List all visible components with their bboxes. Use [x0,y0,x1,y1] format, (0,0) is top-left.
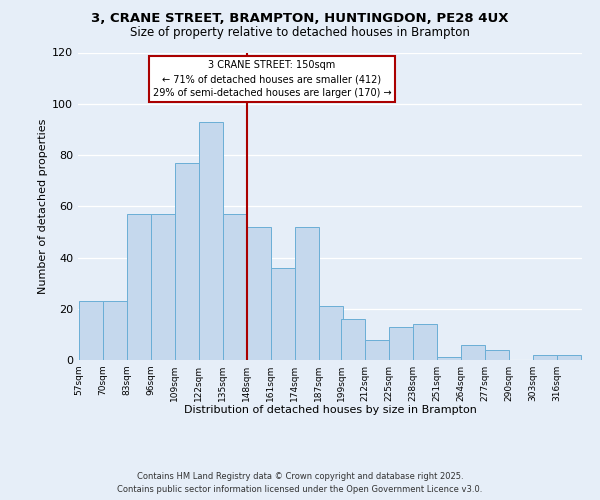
Y-axis label: Number of detached properties: Number of detached properties [38,118,48,294]
Bar [389,326,413,360]
Text: Size of property relative to detached houses in Brampton: Size of property relative to detached ho… [130,26,470,39]
Text: 3, CRANE STREET, BRAMPTON, HUNTINGDON, PE28 4UX: 3, CRANE STREET, BRAMPTON, HUNTINGDON, P… [91,12,509,26]
Bar [127,214,151,360]
Bar [413,324,437,360]
Bar [199,122,223,360]
Bar [271,268,295,360]
Bar [461,344,485,360]
Bar [485,350,509,360]
Bar [437,358,461,360]
Text: 3 CRANE STREET: 150sqm
← 71% of detached houses are smaller (412)
29% of semi-de: 3 CRANE STREET: 150sqm ← 71% of detached… [153,60,391,98]
Bar [151,214,175,360]
Bar [223,214,247,360]
Bar [341,319,365,360]
Bar [247,227,271,360]
Bar [79,301,103,360]
Bar [533,355,557,360]
Text: Contains HM Land Registry data © Crown copyright and database right 2025.
Contai: Contains HM Land Registry data © Crown c… [118,472,482,494]
Bar [175,162,199,360]
Bar [103,301,127,360]
Bar [557,355,581,360]
Bar [365,340,389,360]
Bar [319,306,343,360]
Bar [295,227,319,360]
X-axis label: Distribution of detached houses by size in Brampton: Distribution of detached houses by size … [184,406,476,415]
